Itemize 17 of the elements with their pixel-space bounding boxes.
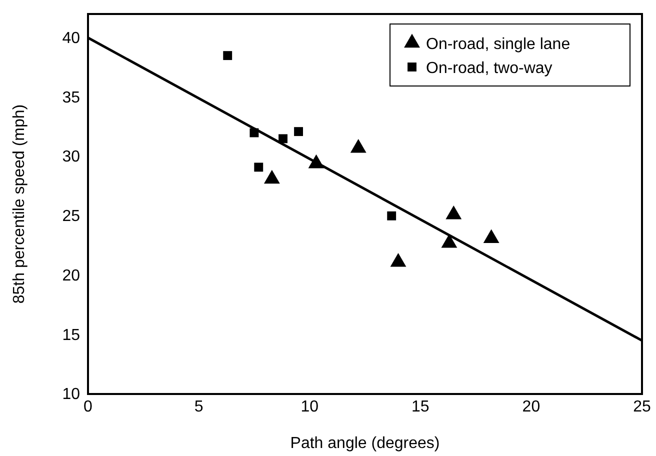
legend-label: On-road, single lane bbox=[426, 36, 570, 53]
y-tick-label: 10 bbox=[62, 386, 80, 404]
y-tick-label: 35 bbox=[62, 89, 80, 106]
y-tick-label: 20 bbox=[62, 267, 80, 284]
y-tick-label: 40 bbox=[62, 30, 80, 47]
x-tick-label: 0 bbox=[84, 398, 93, 416]
x-tick-label: 20 bbox=[522, 398, 540, 416]
y-axis-title: 85th percentile speed (mph) bbox=[11, 104, 28, 304]
y-tick-label: 30 bbox=[62, 148, 80, 166]
y-tick-label: 15 bbox=[62, 326, 80, 344]
legend-label: On-road, two-way bbox=[426, 60, 552, 77]
x-tick-label: 5 bbox=[194, 398, 204, 416]
x-tick-label: 15 bbox=[412, 398, 430, 416]
y-tick-label: 25 bbox=[62, 208, 80, 225]
x-tick-label: 10 bbox=[300, 398, 319, 416]
x-tick-label: 25 bbox=[633, 398, 651, 416]
x-axis-title: Path angle (degrees) bbox=[290, 435, 440, 452]
